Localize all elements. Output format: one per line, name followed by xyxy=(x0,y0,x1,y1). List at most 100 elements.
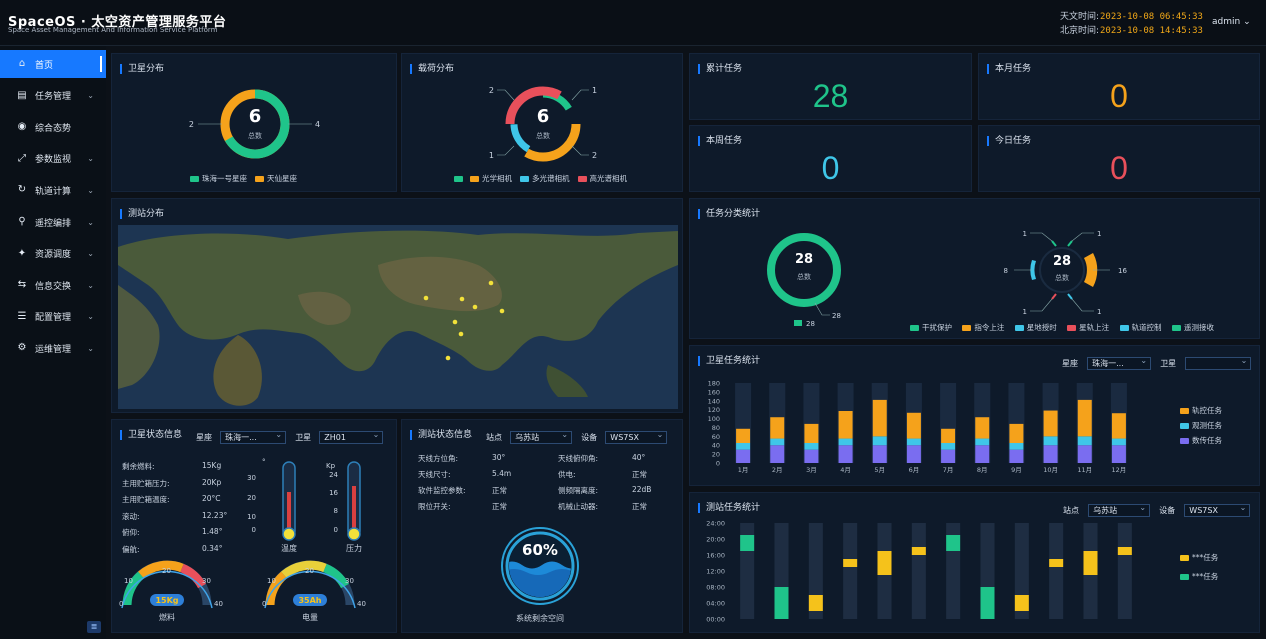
donut-segment xyxy=(510,91,576,157)
legend-item: 星轨上注 xyxy=(1079,323,1110,332)
svg-text:0: 0 xyxy=(262,600,266,608)
card-title: 本月任务 xyxy=(987,64,1031,74)
sidebar-item-9[interactable]: ⚙ 运维管理 ⌄ xyxy=(0,334,106,362)
y-tick-label: 100 xyxy=(708,415,720,423)
card-title: 本周任务 xyxy=(698,136,742,146)
range-bar xyxy=(980,587,995,619)
week-tasks-card: 本周任务 0 xyxy=(689,125,972,192)
cumulative-tasks-value: 28 xyxy=(812,78,849,114)
svg-text:40: 40 xyxy=(357,600,366,608)
thermometer-temp: ° 30 20 10 0 温度 xyxy=(247,458,297,553)
legend-item: 天仙星座 xyxy=(267,174,297,183)
legend: 干扰保护 指令上注 星地授时 星轨上注 轨道控制 遥测接收 xyxy=(902,322,1214,333)
bar xyxy=(1111,445,1126,463)
y-tick-label: 12:00 xyxy=(706,568,725,576)
station-marker[interactable] xyxy=(445,355,451,361)
sidebar-item-3[interactable]: ⤢ 参数监视 ⌄ xyxy=(0,145,106,173)
x-tick-label: 8月 xyxy=(977,466,988,474)
station-marker[interactable] xyxy=(499,308,505,314)
svg-text:20: 20 xyxy=(162,567,171,575)
station-select[interactable]: 乌苏站 xyxy=(1088,502,1151,517)
bar-track xyxy=(1117,523,1132,619)
donut-total-label: 总数 xyxy=(797,272,811,281)
satellite-select[interactable] xyxy=(1185,355,1252,370)
astro-time: 2023-10-08 06:45:33 xyxy=(1100,12,1203,22)
station-task-panel: 测站任务统计 站点 乌苏站 设备 WS7SX 24:00 20:00 16:00 12… xyxy=(689,492,1260,633)
sidebar-item-2[interactable]: ◉ 综合态势 xyxy=(0,113,106,141)
bar xyxy=(906,445,921,463)
radial-label: 1 xyxy=(1097,230,1101,238)
x-tick-label: 10月 xyxy=(1043,466,1058,474)
clipboard-icon: ▤ xyxy=(17,89,27,101)
sidebar-item-label: 信息交换 xyxy=(35,281,72,292)
constellation-select[interactable]: 珠海一... xyxy=(1087,355,1152,370)
station-marker[interactable] xyxy=(459,296,465,302)
status-value: 20Kp xyxy=(202,477,222,487)
constellation-select[interactable]: 珠海一... xyxy=(220,429,287,444)
svg-text:10: 10 xyxy=(124,577,133,585)
sat-task-filters: 星座 珠海一... 卫星 xyxy=(1062,353,1252,372)
y-tick-label: 80 xyxy=(712,424,720,432)
range-bar xyxy=(877,551,892,575)
sat-dist-panel: 卫星分布 2 4 6 总数 珠海一号星座 天仙星座 xyxy=(111,53,397,192)
payload-donut: 2 1 1 2 6 总数 xyxy=(489,86,597,162)
chevron-down-icon: ⌄ xyxy=(87,312,94,322)
today-tasks-card: 今日任务 0 xyxy=(978,125,1260,192)
radial-total: 28 xyxy=(1053,254,1071,269)
status-value: 30° xyxy=(492,453,506,462)
x-tick-label: 3月 xyxy=(806,466,817,474)
station-marker[interactable] xyxy=(472,304,478,310)
user-menu[interactable]: admin ⌄ xyxy=(1212,17,1251,27)
device-select[interactable]: WS7SX xyxy=(1184,502,1251,517)
thermometer-pressure: Kp 24 16 8 0 压力 xyxy=(326,461,362,553)
status-value: 0.34° xyxy=(202,543,223,553)
sidebar-item-7[interactable]: ⇆ 信息交换 ⌄ xyxy=(0,271,106,299)
pressure-label: 压力 xyxy=(346,543,362,553)
sidebar-item-8[interactable]: ☰ 配置管理 ⌄ xyxy=(0,303,106,331)
globe-icon: ◉ xyxy=(17,121,27,133)
beijing-time-label: 北京时间: xyxy=(1060,26,1100,36)
chevron-down-icon: ⌄ xyxy=(87,185,94,195)
sidebar-item-1[interactable]: ▤ 任务管理 ⌄ xyxy=(0,82,106,110)
station-marker[interactable] xyxy=(452,319,458,325)
legend-item: 多光谱相机 xyxy=(532,174,570,183)
bar xyxy=(804,449,819,463)
bar xyxy=(872,399,887,437)
station-marker[interactable] xyxy=(458,331,464,337)
bar xyxy=(1043,445,1058,463)
sat-task-panel: 卫星任务统计 星座 珠海一... 卫星 18016014012010080604… xyxy=(689,345,1260,486)
bar xyxy=(906,412,921,439)
sidebar-item-6[interactable]: ✦ 资源调度 ⌄ xyxy=(0,240,106,268)
collapse-menu-icon[interactable]: ≣ xyxy=(87,621,101,633)
legend-item: 指令上注 xyxy=(974,323,1005,332)
gear-icon: ⚙ xyxy=(17,342,27,354)
sliders-icon: ☰ xyxy=(17,310,27,322)
user-name: admin xyxy=(1212,17,1241,27)
station-map[interactable] xyxy=(118,225,678,409)
bar xyxy=(941,449,956,463)
station-marker[interactable] xyxy=(488,280,494,286)
panel-title: 卫星状态信息 xyxy=(120,430,182,440)
chevron-down-icon: ⌄ xyxy=(87,280,94,290)
sidebar-item-0[interactable]: ⌂ 首页 xyxy=(0,50,106,78)
station-select[interactable]: 乌苏站 xyxy=(510,429,573,444)
satellite-select[interactable]: ZH01 xyxy=(319,429,384,444)
legend: 轨控任务 观测任务 数传任务 xyxy=(1180,403,1222,448)
bar xyxy=(770,445,785,463)
card-title: 今日任务 xyxy=(987,136,1031,146)
astro-time-label: 天文时间: xyxy=(1060,12,1100,22)
device-select[interactable]: WS7SX xyxy=(605,429,668,444)
temp-label: 温度 xyxy=(281,543,297,553)
sidebar-item-4[interactable]: ↻ 轨道计算 ⌄ xyxy=(0,176,106,204)
range-bar xyxy=(911,547,926,555)
donut-label-left: 2 xyxy=(189,120,194,129)
station-marker[interactable] xyxy=(423,295,429,301)
bar xyxy=(941,443,956,450)
range-bar xyxy=(808,595,823,611)
y-tick-label: 24:00 xyxy=(706,520,725,528)
radial-segment xyxy=(1084,253,1098,287)
x-tick-label: 4月 xyxy=(840,466,851,474)
svg-text:10: 10 xyxy=(267,577,276,585)
sidebar-item-5[interactable]: ⚲ 遥控编排 ⌄ xyxy=(0,208,106,236)
status-value: 正常 xyxy=(492,486,507,495)
